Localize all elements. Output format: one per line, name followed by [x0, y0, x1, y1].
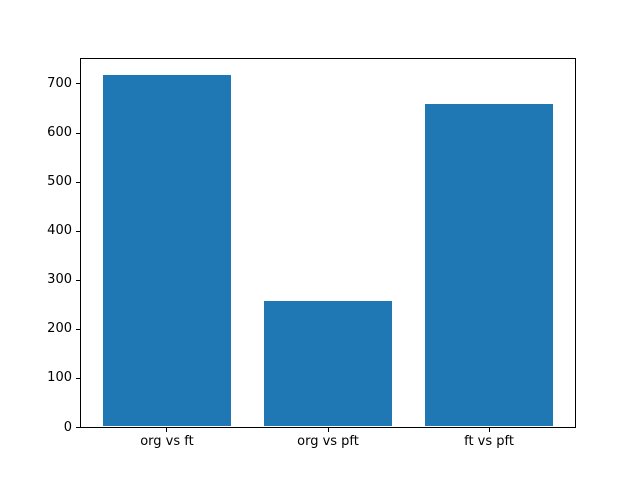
- y-tick-mark: [76, 132, 80, 134]
- y-tick-mark: [76, 279, 80, 281]
- y-tick-mark: [76, 328, 80, 330]
- y-tick-label: 500: [47, 174, 72, 190]
- y-tick-label: 200: [47, 321, 72, 337]
- x-tick-label: org vs ft: [140, 433, 194, 449]
- bar: [263, 301, 393, 427]
- x-tick-mark: [166, 427, 168, 432]
- y-tick-label: 700: [47, 75, 72, 91]
- y-tick-mark: [76, 427, 80, 428]
- x-tick-mark: [488, 427, 490, 432]
- x-tick-label: ft vs pft: [464, 433, 514, 449]
- y-tick-label: 600: [47, 125, 72, 141]
- y-tick-label: 0: [63, 419, 72, 435]
- y-tick-label: 300: [47, 272, 72, 288]
- y-tick-label: 400: [47, 223, 72, 239]
- y-tick-label: 100: [47, 370, 72, 386]
- y-tick-mark: [76, 181, 80, 183]
- x-tick-mark: [327, 427, 329, 432]
- y-tick-mark: [76, 230, 80, 232]
- bar: [102, 75, 232, 427]
- y-tick-mark: [76, 377, 80, 379]
- bar: [424, 104, 554, 427]
- y-tick-mark: [76, 83, 80, 85]
- x-tick-label: org vs pft: [297, 433, 359, 449]
